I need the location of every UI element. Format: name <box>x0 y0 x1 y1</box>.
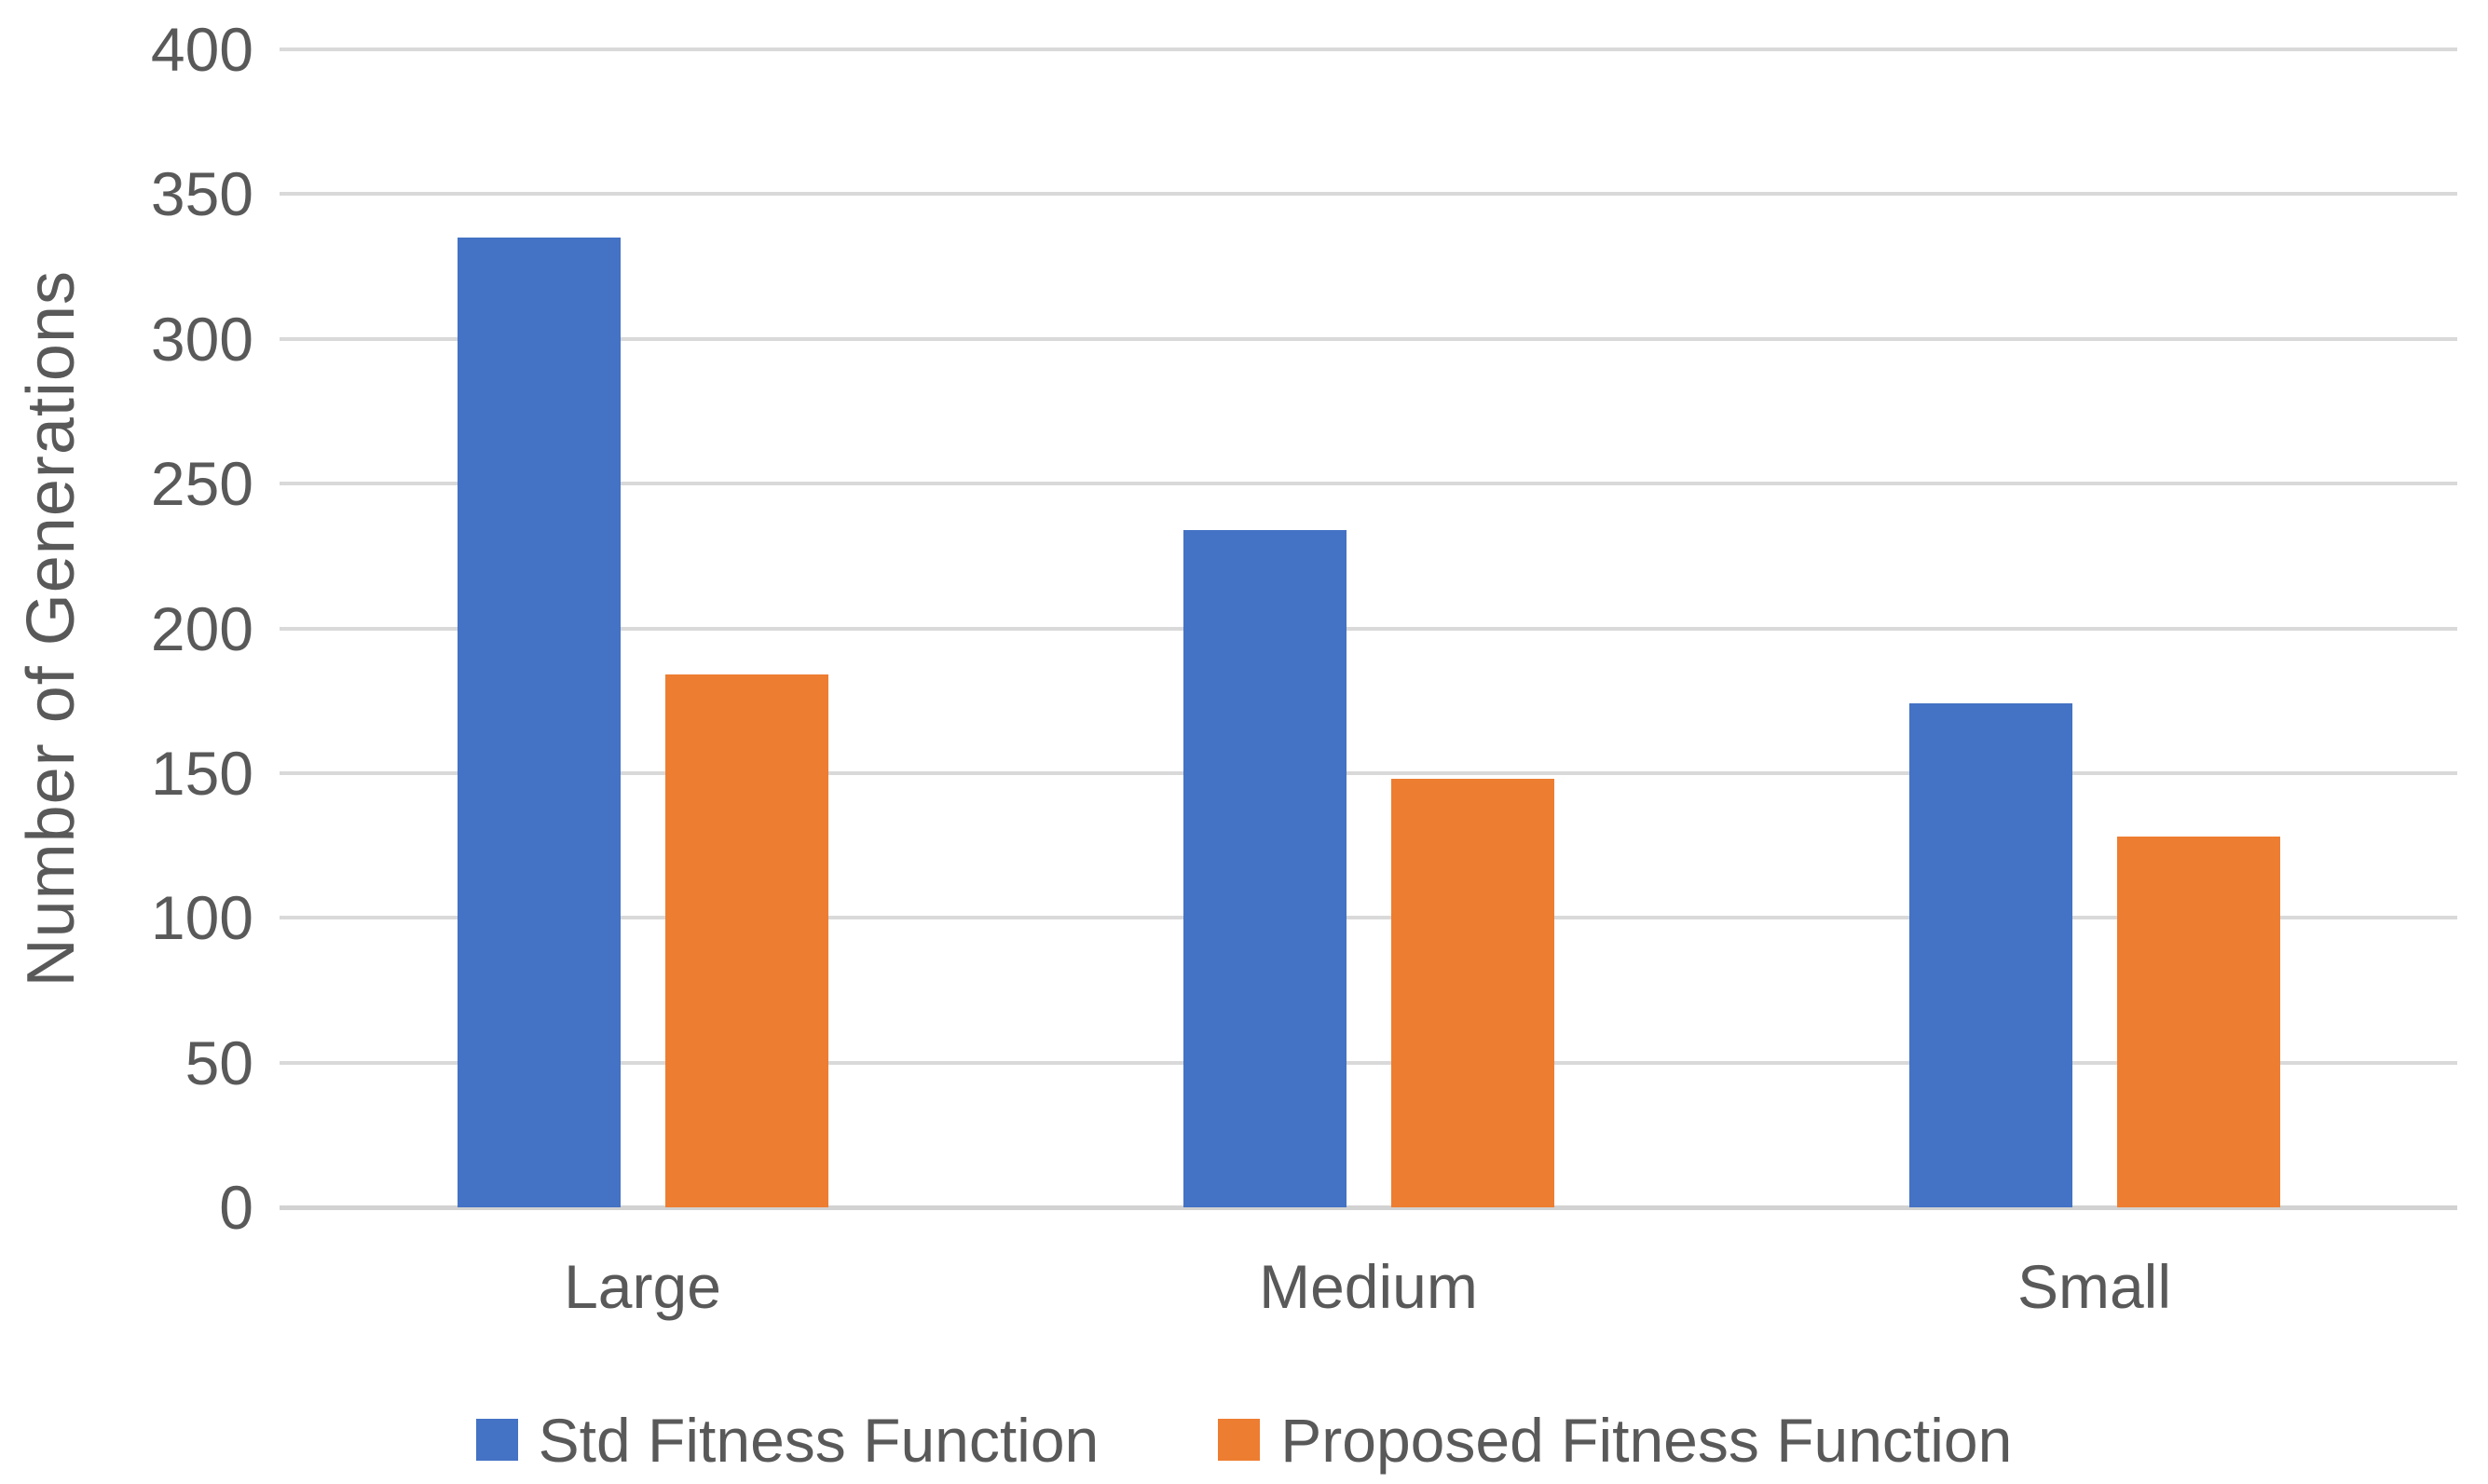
gridline-50 <box>280 1060 2457 1065</box>
bar-std-fitness-function-small <box>1908 703 2072 1207</box>
y-tick-label-350: 350 <box>150 159 253 229</box>
y-tick-label-400: 400 <box>150 15 253 84</box>
gridline-400 <box>280 48 2457 51</box>
y-tick-label-200: 200 <box>150 593 253 663</box>
x-category-label-large: Large <box>564 1252 721 1321</box>
plot-area <box>280 48 2457 1210</box>
legend: Std Fitness Function Proposed Fitness Fun… <box>0 1396 2488 1484</box>
bar-groups-layer <box>280 49 2457 1207</box>
y-tick-label-300: 300 <box>150 304 253 374</box>
bar-proposed-fitness-function-large <box>664 674 828 1207</box>
bar-proposed-fitness-function-small <box>2116 837 2280 1207</box>
y-tick-label-150: 150 <box>150 738 253 808</box>
x-category-label-medium: Medium <box>1259 1252 1478 1321</box>
x-axis-category-labels: Large Medium Small <box>280 1256 2457 1317</box>
bar-proposed-fitness-function-medium <box>1390 779 1554 1207</box>
x-category-label-small: Small <box>2016 1252 2172 1321</box>
legend-swatch-std-fitness-function <box>475 1419 518 1461</box>
legend-swatch-proposed-fitness-function <box>1218 1419 1261 1461</box>
legend-item-proposed-fitness-function: Proposed Fitness Function <box>1218 1409 2012 1471</box>
bar-group-medium <box>1005 49 1731 1207</box>
bar-std-fitness-function-large <box>457 238 621 1207</box>
y-tick-label-50: 50 <box>185 1028 253 1097</box>
gridline-200 <box>280 626 2457 631</box>
y-tick-label-250: 250 <box>150 449 253 519</box>
y-tick-label-100: 100 <box>150 883 253 953</box>
gridline-150 <box>280 770 2457 775</box>
gridline-350 <box>280 192 2457 197</box>
gridline-100 <box>280 916 2457 920</box>
legend-label-proposed-fitness-function: Proposed Fitness Function <box>1280 1405 2013 1475</box>
gridline-300 <box>280 336 2457 341</box>
y-tick-label-0: 0 <box>219 1173 253 1242</box>
gridline-250 <box>280 482 2457 486</box>
gridline-0 <box>280 1205 2457 1210</box>
legend-label-std-fitness-function: Std Fitness Function <box>538 1405 1100 1475</box>
bar-group-large <box>280 49 1005 1207</box>
bar-std-fitness-function-medium <box>1182 529 1347 1207</box>
legend-item-std-fitness-function: Std Fitness Function <box>475 1405 1100 1475</box>
bar-group-small <box>1731 49 2457 1207</box>
